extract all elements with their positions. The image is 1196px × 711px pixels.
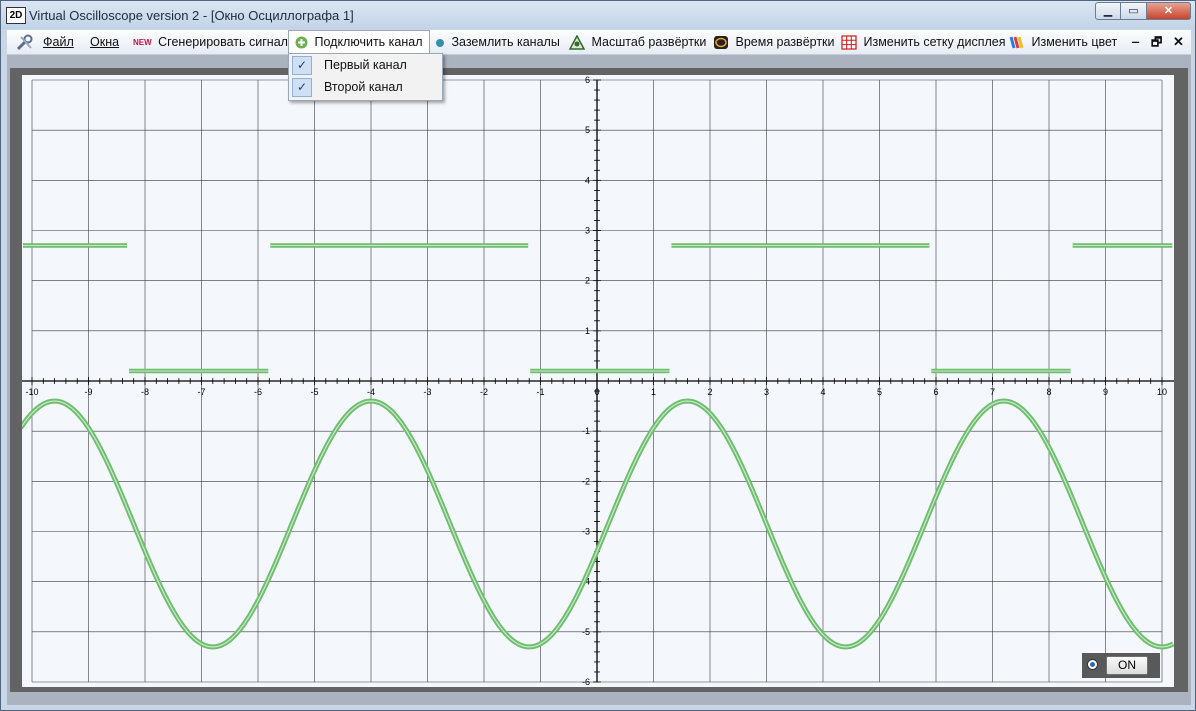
y-tick-label: 3	[585, 226, 590, 236]
x-tick-label: -9	[84, 387, 92, 397]
check-icon: ✓	[292, 56, 312, 75]
dot-icon	[436, 38, 444, 47]
x-tick-label: 7	[990, 387, 995, 397]
maximize-button[interactable]: ▭	[1121, 2, 1147, 20]
mdi-restore-button[interactable]: 🗗	[1151, 35, 1163, 49]
green-plus-icon	[295, 36, 308, 49]
grid-icon	[841, 35, 857, 50]
x-tick-label: -10	[25, 387, 38, 397]
y-tick-label: 1	[585, 326, 590, 336]
channel-2-trace-core	[22, 400, 1174, 648]
close-button[interactable]: ✕	[1147, 2, 1191, 20]
power-panel: ON	[1082, 653, 1160, 678]
x-tick-label: 2	[707, 387, 712, 397]
menu-bar: Файл Окна NEW Сгенерировать сигнал Подкл…	[7, 30, 1191, 55]
menu-generate-signal[interactable]: NEW Сгенерировать сигнал	[133, 30, 288, 54]
menu-sweep-scale[interactable]: Масштаб развёртки	[569, 30, 706, 54]
menu-file[interactable]: Файл	[43, 35, 74, 49]
menu-ground-channels[interactable]: Заземлить каналы	[435, 30, 560, 54]
mdi-minimize-button[interactable]: ‒	[1132, 34, 1140, 49]
menu-generate-signal-label: Сгенерировать сигнал	[158, 35, 288, 49]
on-button[interactable]: ON	[1106, 656, 1148, 675]
y-tick-label: -1	[582, 426, 590, 436]
y-tick-label: -2	[582, 476, 590, 486]
menu-change-grid[interactable]: Изменить сетку дисплея	[841, 30, 1006, 54]
menu-sweep-scale-label: Масштаб развёртки	[591, 35, 707, 49]
x-tick-label: 5	[877, 387, 882, 397]
x-tick-label: -1	[536, 387, 544, 397]
x-tick-label: 9	[1103, 387, 1108, 397]
menu-change-grid-label: Изменить сетку дисплея	[863, 35, 1006, 49]
menu-change-color-label: Изменить цвет	[1031, 35, 1118, 49]
mdi-close-button[interactable]: ✕	[1173, 34, 1184, 49]
menu-sweep-time[interactable]: Время развёртки	[713, 30, 835, 54]
power-radio[interactable]	[1087, 659, 1098, 670]
y-tick-label: 6	[585, 75, 590, 85]
menu-windows[interactable]: Окна	[90, 35, 120, 49]
y-tick-label: -6	[582, 677, 590, 687]
menu-connect-channel[interactable]: Подключить канал	[288, 30, 430, 53]
menu-change-color[interactable]: Изменить цвет	[1009, 30, 1117, 54]
y-tick-label: 2	[585, 276, 590, 286]
dropdown-item-label: Первый канал	[324, 58, 407, 72]
triangle-icon	[569, 35, 585, 50]
x-tick-label: 0	[594, 387, 599, 397]
x-tick-label: -7	[197, 387, 205, 397]
connect-channel-dropdown: ✓ Первый канал ✓ Второй канал	[288, 53, 443, 101]
menu-sweep-time-label: Время развёртки	[735, 35, 835, 49]
x-tick-label: -8	[141, 387, 149, 397]
x-tick-label: 6	[933, 387, 938, 397]
dropdown-item-channel-1[interactable]: ✓ Первый канал	[291, 55, 439, 76]
title-bar[interactable]: 2D Virtual Oscilloscope version 2 - [Окн…	[1, 1, 1195, 29]
oscilloscope-display: -10 -9 -8 -7 -6 -5 -4 -3 -2 -1 0 1 2 3 4 5 6 7 8 9 10-6-5-4-…	[22, 75, 1174, 687]
minimize-button[interactable]: ▁	[1095, 2, 1121, 20]
x-tick-label: -6	[254, 387, 262, 397]
menu-connect-channel-label: Подключить канал	[314, 35, 423, 49]
y-tick-label: 5	[585, 125, 590, 135]
dropdown-item-label: Второй канал	[324, 80, 403, 94]
y-tick-label: -5	[582, 627, 590, 637]
app-logo-icon: 2D	[6, 7, 26, 24]
window-title: Virtual Oscilloscope version 2 - [Окно О…	[29, 8, 354, 23]
x-tick-label: -3	[423, 387, 431, 397]
menu-ground-channels-label: Заземлить каналы	[451, 35, 560, 49]
color-icon	[1009, 36, 1024, 49]
x-tick-label: 4	[820, 387, 825, 397]
x-tick-label: 8	[1046, 387, 1051, 397]
x-tick-label: -4	[367, 387, 375, 397]
x-tick-label: -5	[310, 387, 318, 397]
x-tick-label: 3	[764, 387, 769, 397]
clock-icon	[714, 36, 728, 50]
x-tick-label: -2	[480, 387, 488, 397]
x-tick-label: 10	[1157, 387, 1167, 397]
tools-icon[interactable]	[15, 30, 38, 54]
y-tick-label: -3	[582, 527, 590, 537]
x-tick-label: 1	[651, 387, 656, 397]
dropdown-item-channel-2[interactable]: ✓ Второй канал	[291, 77, 439, 98]
y-tick-label: 4	[585, 175, 590, 185]
check-icon: ✓	[292, 78, 312, 97]
new-badge-icon: NEW	[133, 37, 152, 47]
window-controls: ▁ ▭ ✕	[1095, 2, 1191, 20]
